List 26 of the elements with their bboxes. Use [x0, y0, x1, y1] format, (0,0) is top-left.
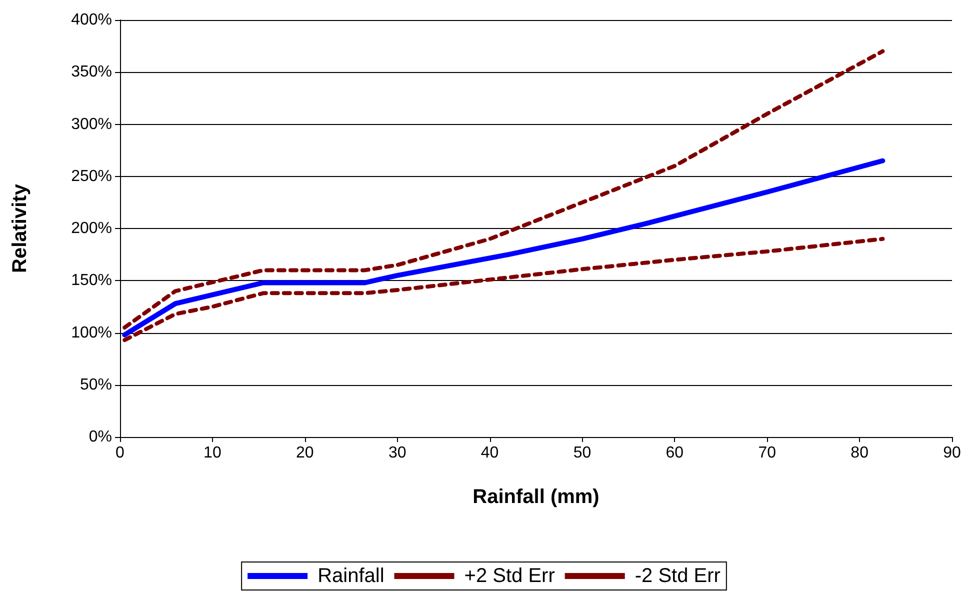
x-axis-title: Rainfall (mm) [472, 486, 600, 508]
x-tick-label: 80 [850, 444, 869, 462]
x-tick-label: 10 [204, 444, 222, 462]
y-tick-label: 100% [71, 324, 112, 342]
legend-label: +2 Std Err [464, 565, 556, 587]
x-tick-label: 50 [573, 444, 592, 462]
y-tick-label: 200% [71, 220, 112, 237]
line-series [122, 236, 885, 342]
x-tick-label: 30 [388, 444, 406, 462]
y-tick-label: 0% [88, 428, 112, 446]
y-tick-label: 150% [71, 272, 112, 290]
x-tick-label: 90 [943, 444, 961, 462]
y-tick-label: 350% [71, 64, 112, 81]
x-tick-label: 70 [758, 444, 776, 462]
y-tick-label: 300% [71, 116, 112, 133]
legend-label: -2 Std Err [634, 565, 721, 587]
x-tick-label: 0 [116, 444, 125, 462]
y-tick-label: 400% [71, 12, 112, 28]
x-tick-label: 40 [480, 444, 499, 462]
x-tick-label: 60 [666, 444, 684, 462]
line-series [122, 49, 885, 330]
y-axis-title: Relativity [9, 183, 31, 273]
y-tick-label: 50% [80, 376, 112, 394]
x-tick-label: 20 [296, 444, 314, 462]
y-tick-label: 250% [71, 168, 112, 185]
legend-label: Rainfall [318, 565, 384, 587]
